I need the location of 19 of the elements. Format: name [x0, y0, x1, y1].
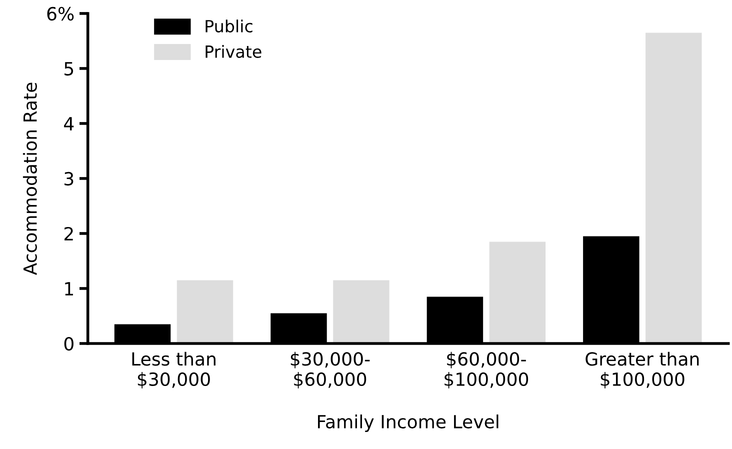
y-tick-label: 6%: [47, 6, 74, 21]
x-tick-label: Less than $30,000: [132, 352, 216, 388]
x-tick-label: $30,000- $60,000: [290, 352, 370, 388]
legend-label: Public: [206, 20, 252, 32]
bar: [489, 242, 546, 344]
bar: [176, 280, 234, 344]
bar: [646, 32, 702, 344]
x-tick-label: Greater than $100,000: [586, 352, 699, 388]
y-axis-title: Accommodation Rate: [22, 82, 37, 276]
y-tick-label: 1: [65, 282, 73, 296]
y-tick-label: 0: [64, 336, 74, 351]
y-tick-label: 4: [64, 117, 74, 130]
legend-label: Private: [206, 45, 262, 58]
y-tick-label: 2: [64, 226, 73, 240]
bar: [333, 280, 390, 344]
x-axis-title: Family Income Level: [318, 414, 498, 432]
y-tick-label: 3: [64, 172, 74, 186]
y-tick-label: 5: [64, 62, 74, 76]
x-tick-label: $60,000- $100,000: [444, 352, 528, 388]
